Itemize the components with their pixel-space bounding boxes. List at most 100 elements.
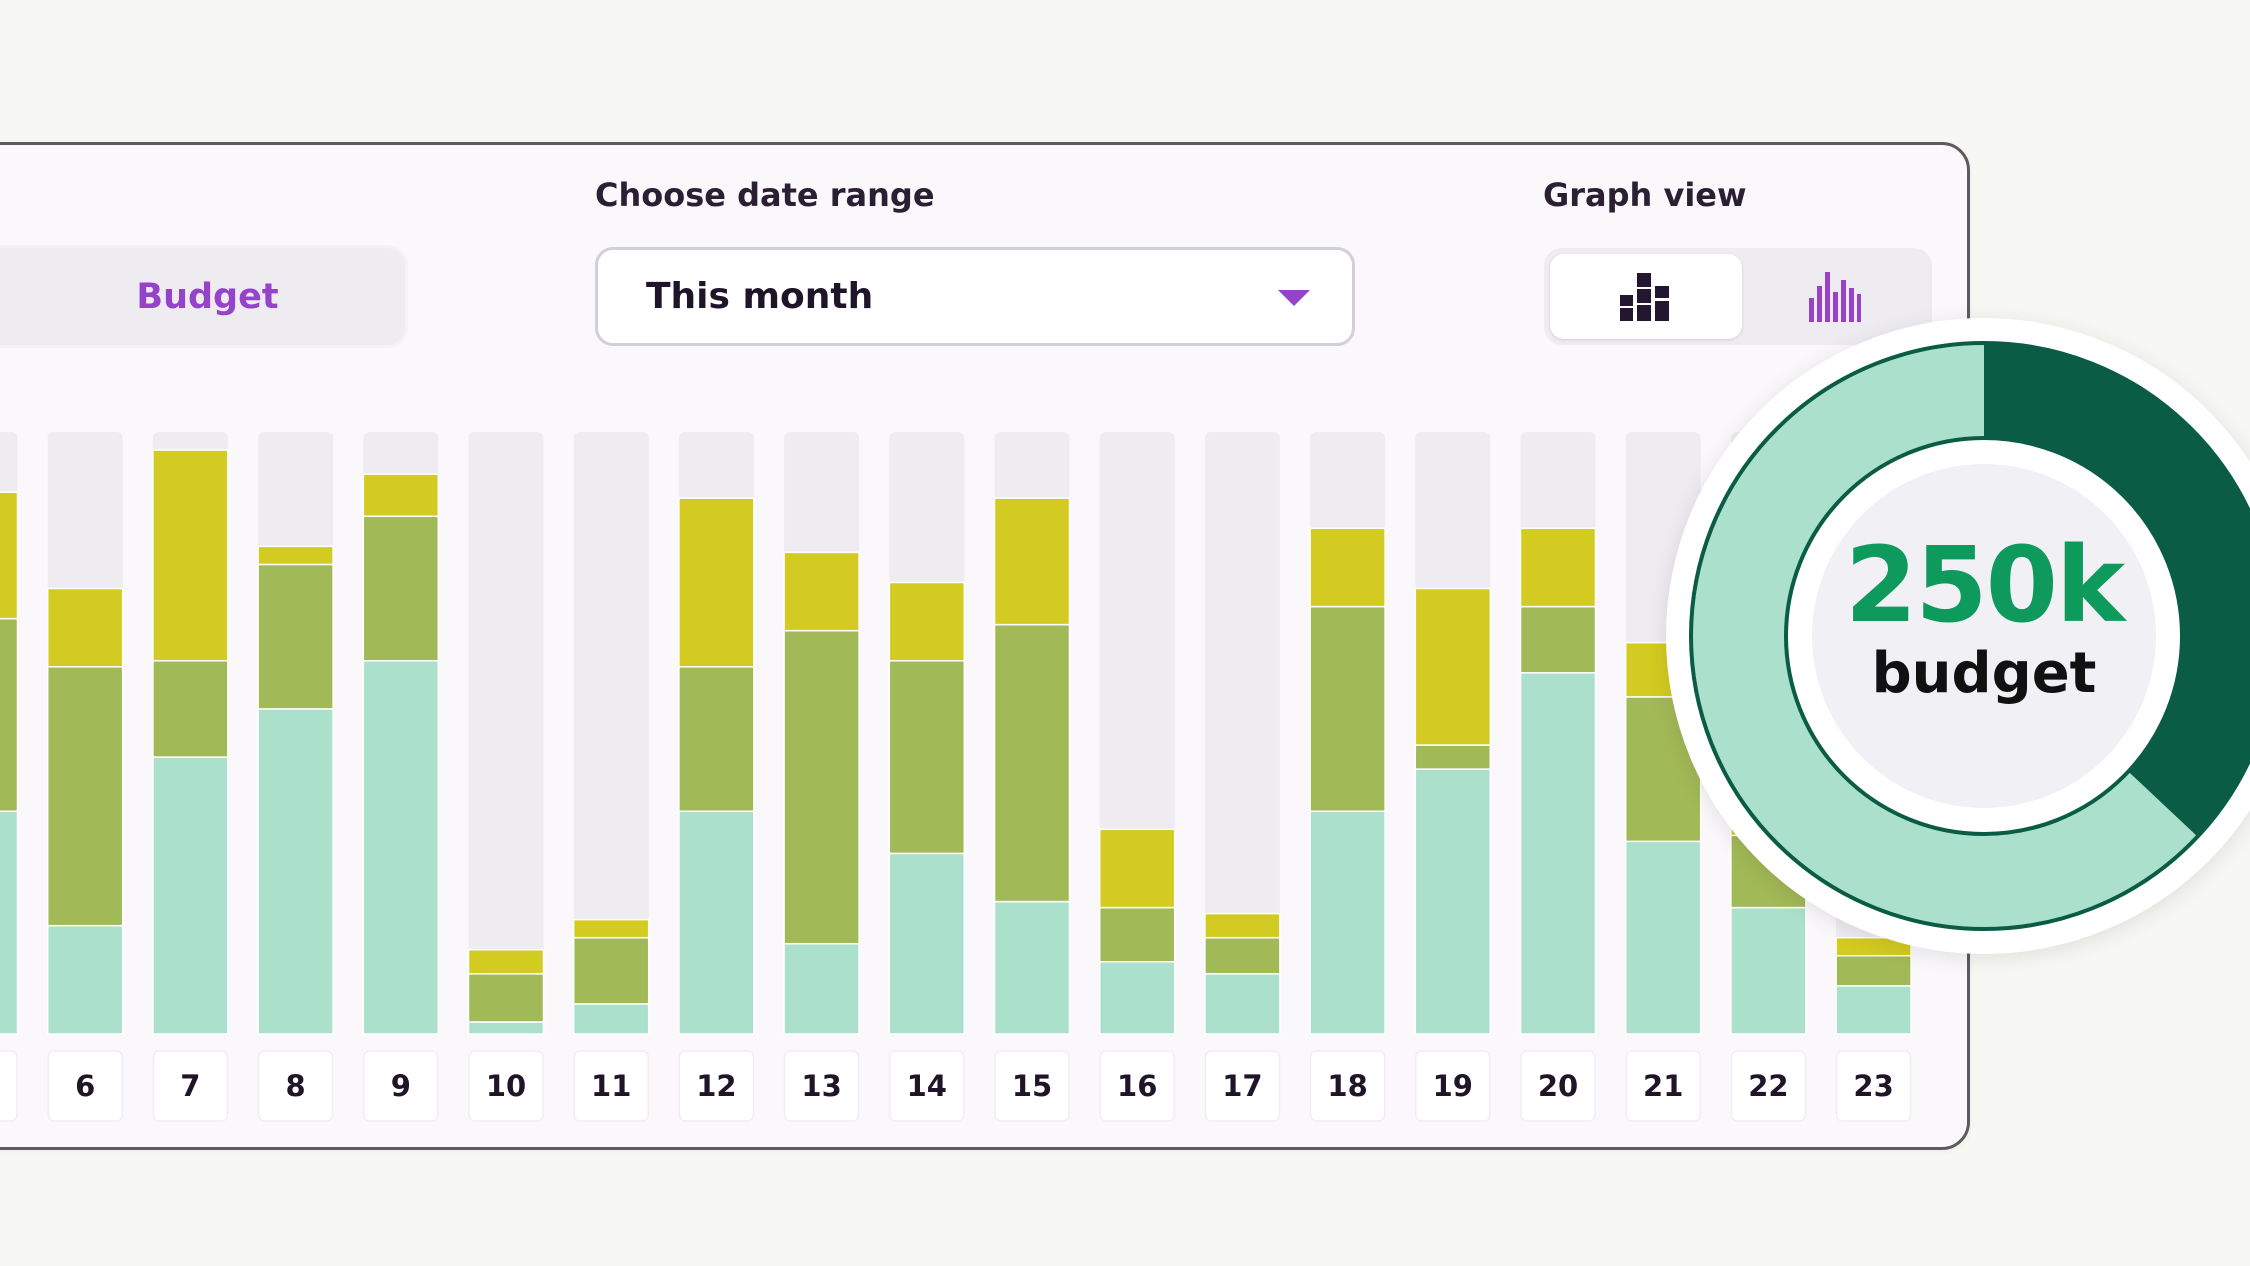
bar-segment-3 (783, 551, 860, 632)
day-label-box (994, 1050, 1070, 1122)
day-label-box (678, 1050, 755, 1122)
bar-segment-3 (1519, 527, 1597, 608)
bar-segment-1 (1414, 768, 1492, 1035)
donut-outer-ring (1689, 341, 2250, 931)
day-label-box (152, 1050, 229, 1122)
day-label-box (1835, 1050, 1912, 1122)
bar-segment-1 (678, 810, 755, 1035)
day-label: 8 (286, 1069, 306, 1103)
day-label-box (257, 1050, 334, 1122)
day-label: 23 (1853, 1069, 1893, 1103)
day-label: 14 (907, 1069, 947, 1103)
bar-day-6[interactable] (46, 432, 124, 1035)
bar-segment-1 (0, 810, 19, 1035)
bar-segment-3 (467, 948, 545, 975)
bar-segment-2 (362, 515, 440, 662)
bar-day-5[interactable] (0, 432, 19, 1035)
stacked-bar-icon (1620, 272, 1669, 321)
donut-caption: budget (1871, 641, 2097, 706)
day-label-box (1204, 1050, 1281, 1122)
bar-segment-2 (993, 623, 1071, 903)
bar-segment-2 (467, 973, 545, 1023)
bar-segment-3 (0, 491, 19, 620)
bar-day-15[interactable] (993, 432, 1071, 1035)
day-label-box (1625, 1050, 1701, 1122)
bar-day-17[interactable] (1204, 432, 1281, 1035)
bar-day-9[interactable] (362, 432, 440, 1035)
bar-segment-2 (1098, 906, 1176, 963)
bar-segment-1 (1519, 672, 1597, 1035)
bar-segment-3 (888, 581, 966, 662)
chevron-down-icon (1278, 290, 1310, 306)
bar-day-14[interactable] (888, 432, 966, 1035)
bar-segment-1 (993, 900, 1071, 1035)
bar-segment-3 (1414, 587, 1492, 746)
tab-budget[interactable]: Budget (0, 248, 405, 345)
bar-segment-3 (1309, 527, 1386, 608)
day-label: 13 (801, 1069, 841, 1103)
bar-day-16[interactable] (1098, 432, 1176, 1035)
bar-segment-1 (46, 924, 124, 1035)
bar-segment-3 (1204, 912, 1281, 939)
bar-segment-3 (257, 545, 334, 566)
date-range-label: Choose date range (595, 176, 935, 214)
bar-day-13[interactable] (783, 432, 860, 1035)
donut-value: 250k (1844, 524, 2125, 646)
day-label: 20 (1538, 1069, 1578, 1103)
donut-center (1812, 464, 2156, 808)
day-label-box (47, 1050, 123, 1122)
donut-filled (1984, 343, 2250, 837)
bar-segment-2 (1835, 954, 1912, 987)
day-label: 16 (1117, 1069, 1157, 1103)
day-label: 9 (391, 1069, 411, 1103)
day-label-box (1415, 1050, 1491, 1122)
bar-segment-2 (152, 660, 229, 758)
bar-day-12[interactable] (678, 432, 755, 1035)
bar-day-10[interactable] (467, 432, 545, 1035)
bar-day-7[interactable] (152, 432, 229, 1035)
bar-segment-3 (152, 449, 229, 662)
bar-segment-3 (993, 497, 1071, 626)
budget-donut: 250k budget (1666, 318, 2250, 954)
bar-segment-2 (783, 629, 860, 945)
bar-day-11[interactable] (572, 432, 650, 1035)
bar-day-20[interactable] (1519, 432, 1597, 1035)
day-label-box (1309, 1050, 1386, 1122)
bar-segment-1 (1624, 840, 1702, 1035)
bar-segment-2 (572, 936, 650, 1005)
graph-view-label: Graph view (1543, 176, 1747, 214)
graph-view-toggle (1544, 248, 1932, 345)
bar-segment-2 (0, 617, 19, 813)
donut-chart (1689, 341, 2250, 931)
date-range-select[interactable]: This month (595, 247, 1355, 346)
bar-track (573, 432, 649, 1034)
day-label: 10 (486, 1069, 526, 1103)
day-label-box (0, 1050, 18, 1122)
day-label-box (1520, 1050, 1596, 1122)
bar-segment-1 (1730, 906, 1807, 1035)
bar-track (1204, 432, 1280, 1034)
day-label-box (783, 1050, 860, 1122)
day-label-box (889, 1050, 965, 1122)
grouped-view-button[interactable] (1744, 254, 1926, 339)
day-label: 7 (180, 1069, 200, 1103)
bar-segment-3 (46, 587, 124, 668)
bar-segment-2 (678, 666, 755, 813)
day-label-box (1099, 1050, 1175, 1122)
bar-segment-2 (888, 660, 966, 855)
bar-day-8[interactable] (257, 432, 334, 1035)
day-label: 11 (591, 1069, 631, 1103)
bar-segment-1 (1309, 810, 1386, 1035)
day-label: 12 (696, 1069, 736, 1103)
bar-day-19[interactable] (1414, 432, 1492, 1035)
bar-segment-3 (362, 473, 440, 518)
bar-segment-1 (1098, 961, 1176, 1035)
bar-day-18[interactable] (1309, 432, 1386, 1035)
day-label: 15 (1012, 1069, 1052, 1103)
bar-segment-3 (1835, 936, 1912, 957)
day-label: 19 (1433, 1069, 1473, 1103)
stacked-view-button[interactable] (1550, 254, 1742, 339)
day-label: 21 (1643, 1069, 1683, 1103)
day-label: 17 (1222, 1069, 1262, 1103)
day-label: 22 (1748, 1069, 1788, 1103)
